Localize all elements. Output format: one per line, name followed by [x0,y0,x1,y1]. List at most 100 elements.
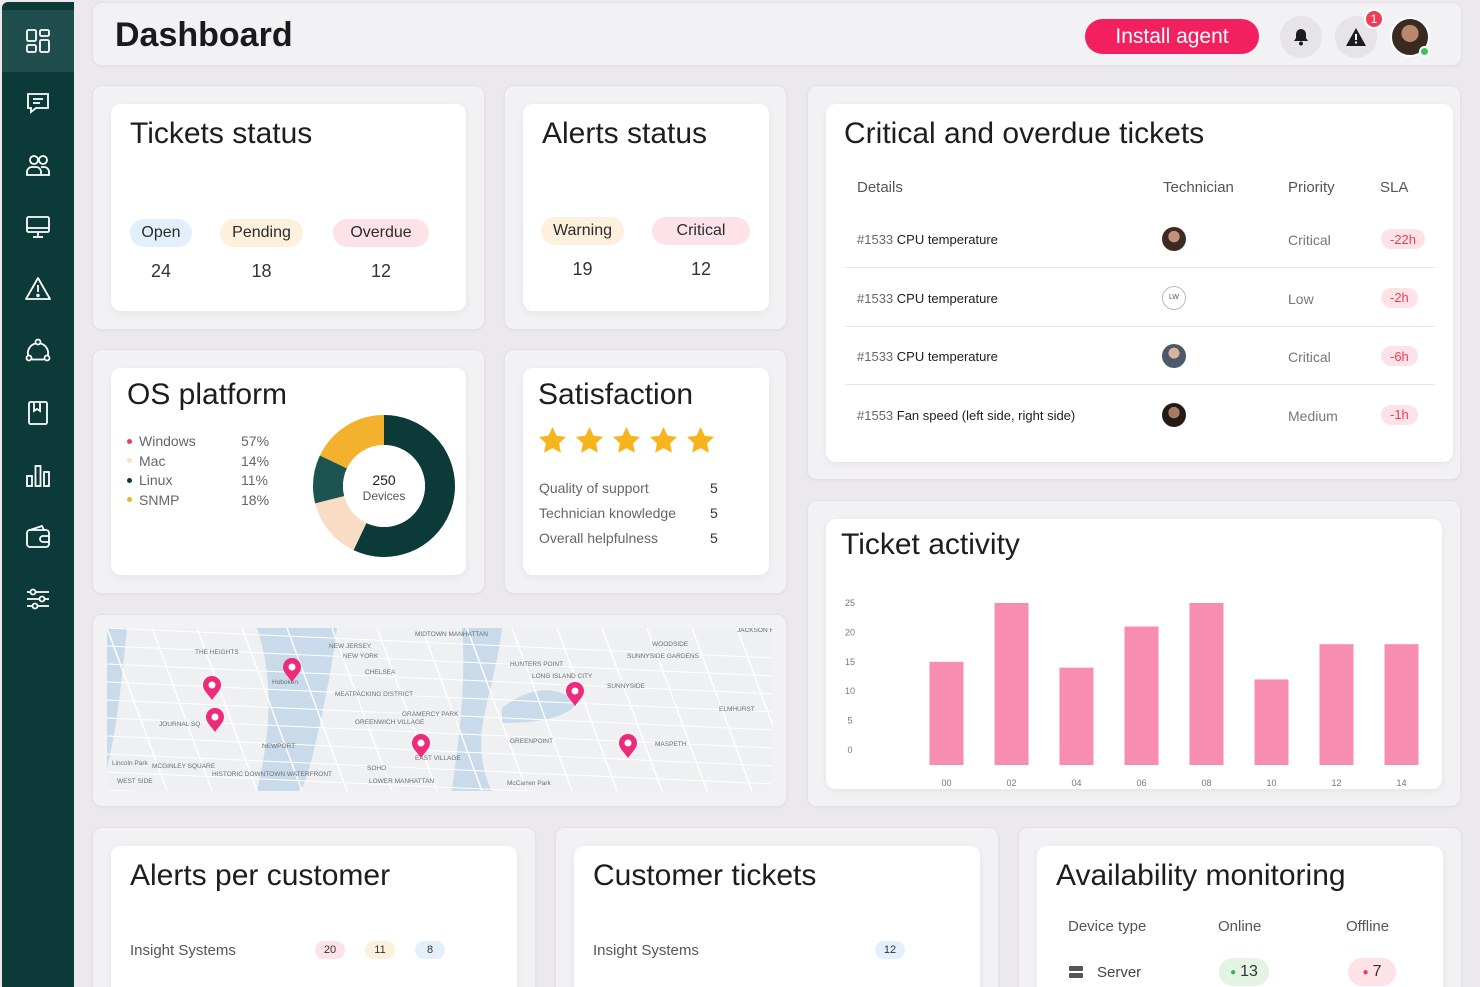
map-label: Hoboken [272,679,298,686]
server-icon [1069,966,1083,978]
map-label: WOODSIDE [652,641,689,648]
bar-06[interactable] [1124,626,1159,765]
users-icon [26,155,50,176]
map-pin-icon[interactable] [283,658,301,682]
legend-value: 18% [241,491,270,508]
customer-tickets-card [574,846,980,987]
column-header-technician[interactable]: Technician [1163,179,1234,196]
chart-icon [26,465,50,487]
table-row[interactable]: #1533 CPU temperature Critical -6h [845,327,1435,385]
sidebar-item-messages[interactable] [2,72,74,134]
x-tick-label: 00 [941,778,951,788]
customer-name[interactable]: Insight Systems [593,942,699,959]
critical-tickets-title: Critical and overdue tickets [844,117,1205,150]
online-status-dot [1419,46,1430,57]
x-tick-label: 04 [1071,778,1081,788]
column-header-details[interactable]: Details [857,179,903,196]
star-icon [649,426,678,453]
alerts-status-card [523,104,769,311]
y-tick-label: 15 [845,657,855,667]
legend-item-windows: Windows [127,433,196,449]
notifications-button[interactable] [1280,16,1322,58]
map-road [151,628,213,791]
install-agent-button[interactable]: Install agent [1085,19,1259,54]
column-header-offline[interactable]: Offline [1346,918,1390,935]
technician-avatar[interactable] [1162,227,1186,251]
star-icon [686,426,715,453]
map-road [601,628,663,791]
donut-center-label: Devices [362,489,406,503]
table-row[interactable]: #1533 CPU temperature LW Low -2h [845,269,1435,327]
status-pill-overdue[interactable]: Overdue [333,219,429,247]
map-label: NEW JERSEY [329,643,372,650]
bar-10[interactable] [1254,679,1289,765]
y-tick-label: 0 [847,745,852,755]
bar-12[interactable] [1319,644,1354,765]
technician-avatar[interactable]: LW [1162,285,1186,310]
ticket-details: #1533 CPU temperature [857,232,998,247]
y-tick-label: 10 [845,686,855,696]
sidebar-item-billing[interactable] [2,506,74,568]
bar-04[interactable] [1059,667,1094,765]
map-road [107,753,773,785]
technician-avatar[interactable] [1162,402,1186,427]
sidebar-item-devices[interactable] [2,196,74,258]
sidebar-item-network[interactable] [2,320,74,382]
sla-badge: -22h [1381,229,1426,249]
map-label: Lincoln Park [112,760,149,767]
map-label: LONG ISLAND CITY [532,673,593,680]
column-header-priority[interactable]: Priority [1288,179,1335,196]
map-road [511,628,573,791]
map-label: SUNNYSIDE [607,683,646,690]
ticket-priority: Low [1288,290,1314,307]
map-road [376,628,438,791]
status-pill-open[interactable]: Open [130,219,192,247]
sidebar-item-knowledge[interactable] [2,382,74,444]
map-pin-icon[interactable] [566,682,584,706]
sidebar-item-users[interactable] [2,134,74,196]
table-row[interactable]: #1533 CPU temperature Critical -22h [845,210,1435,268]
legend-item-snmp: SNMP [127,492,179,508]
map-pin-icon[interactable] [619,734,637,758]
map-road [646,628,708,791]
sidebar-item-dashboard[interactable] [2,10,74,72]
map-pin-icon[interactable] [412,734,430,758]
bar-14[interactable] [1384,644,1419,765]
sidebar-item-settings[interactable] [2,568,74,630]
os-platform-title: OS platform [127,378,288,411]
donut-slice-linux[interactable] [313,415,455,557]
locations-map[interactable]: THE HEIGHTS Hoboken JOURNAL SQ NEWPORT MCGIN… [107,628,773,791]
alert-pill-critical[interactable]: Critical [652,217,750,245]
bar-08[interactable] [1189,603,1224,765]
column-header-device-type[interactable]: Device type [1068,918,1147,935]
column-header-online[interactable]: Online [1218,918,1262,935]
ticket-id: #1533 [857,290,897,306]
sidebar-item-alerts[interactable] [2,258,74,320]
status-count-overdue: 12 [370,261,392,281]
customer-name[interactable]: Insight Systems [130,942,236,959]
map-pin-icon[interactable] [206,708,224,732]
alert-pill-warning[interactable]: Warning [541,217,624,245]
map-pin-icon[interactable] [203,676,221,700]
sidebar-item-reports[interactable] [2,444,74,506]
status-pill-pending[interactable]: Pending [220,219,303,247]
alerts-status-title: Alerts status [542,117,708,150]
wallet-icon [26,524,50,548]
technician-avatar[interactable] [1162,344,1186,368]
star-icon [538,426,567,453]
ticket-id: #1533 [857,232,897,247]
sla-badge: -1h [1381,404,1418,425]
map-label: JACKSON HEIGHTS [737,628,773,634]
ticket-name: CPU temperature [896,349,998,364]
table-row[interactable]: #1553 Fan speed (left side, right side) M… [845,386,1435,444]
donut-slice-snmp[interactable] [313,415,455,557]
sla-badge: -6h [1381,346,1418,366]
map-road [196,628,258,791]
map-road [331,628,393,791]
column-header-sla[interactable]: SLA [1380,179,1409,196]
map-road [107,699,773,731]
bar-02[interactable] [994,603,1029,765]
bar-00[interactable] [929,661,964,765]
map-label: SUNNYSIDE GARDENS [627,653,700,660]
customer-alert-count-badge: 8 [415,941,445,959]
